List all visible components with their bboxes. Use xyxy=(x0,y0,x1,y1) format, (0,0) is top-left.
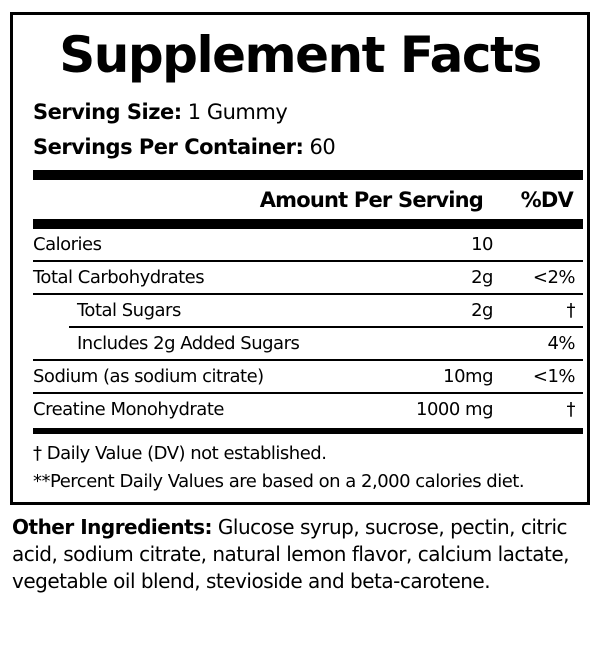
header-amount: Amount Per Serving xyxy=(259,188,484,212)
nutrient-dv: <1% xyxy=(532,366,576,387)
divider-thick xyxy=(33,428,583,434)
row-divider xyxy=(33,293,583,295)
nutrient-row: Creatine Monohydrate 1000 mg † xyxy=(33,394,583,427)
nutrient-label: Calories xyxy=(33,234,102,255)
nutrient-amount: 2g xyxy=(471,267,493,288)
nutrient-amount: 1000 mg xyxy=(416,399,494,420)
nutrient-dv: † xyxy=(566,399,576,420)
servings-per-container-label: Servings Per Container: xyxy=(33,135,304,159)
divider-thick xyxy=(33,219,583,229)
other-ingredients: Other Ingredients: Glucose syrup, sucros… xyxy=(12,514,597,595)
other-ingredients-text: Glucose syrup, sucrose, pectin, citric a… xyxy=(12,515,569,593)
other-ingredients-label: Other Ingredients: xyxy=(12,515,213,539)
row-divider xyxy=(69,326,583,328)
panel-title: Supplement Facts xyxy=(59,26,542,84)
serving-size-label: Serving Size: xyxy=(33,100,182,124)
nutrient-label: Sodium (as sodium citrate) xyxy=(33,366,264,387)
nutrient-dv: † xyxy=(566,300,576,321)
nutrient-label: Includes 2g Added Sugars xyxy=(77,333,300,354)
nutrient-label: Creatine Monohydrate xyxy=(33,399,224,420)
header-dv: %DV xyxy=(520,188,574,212)
supplement-facts-panel: Supplement Facts Serving Size: 1 Gummy S… xyxy=(10,12,590,505)
serving-size: Serving Size: 1 Gummy xyxy=(33,99,288,125)
row-divider xyxy=(33,260,583,262)
nutrient-row: Total Sugars 2g † xyxy=(33,295,583,328)
nutrient-row: Includes 2g Added Sugars 4% xyxy=(33,328,583,361)
row-divider xyxy=(33,359,583,361)
nutrient-dv: 4% xyxy=(547,333,575,354)
servings-per-container-value: 60 xyxy=(309,135,336,159)
divider-thick xyxy=(33,170,583,180)
nutrient-row: Sodium (as sodium citrate) 10mg <1% xyxy=(33,361,583,394)
nutrient-label: Total Carbohydrates xyxy=(33,267,205,288)
servings-per-container: Servings Per Container: 60 xyxy=(33,134,336,160)
nutrient-amount: 10 xyxy=(471,234,493,255)
nutrient-row: Calories 10 xyxy=(33,229,583,262)
nutrient-amount: 2g xyxy=(471,300,493,321)
footnote: † Daily Value (DV) not established. xyxy=(33,443,327,464)
nutrient-amount: 10mg xyxy=(443,366,493,387)
nutrient-label: Total Sugars xyxy=(77,300,181,321)
serving-size-value: 1 Gummy xyxy=(187,100,288,124)
footnote: **Percent Daily Values are based on a 2,… xyxy=(33,471,525,492)
nutrient-row: Total Carbohydrates 2g <2% xyxy=(33,262,583,295)
nutrient-dv: <2% xyxy=(532,267,576,288)
row-divider xyxy=(33,392,583,394)
